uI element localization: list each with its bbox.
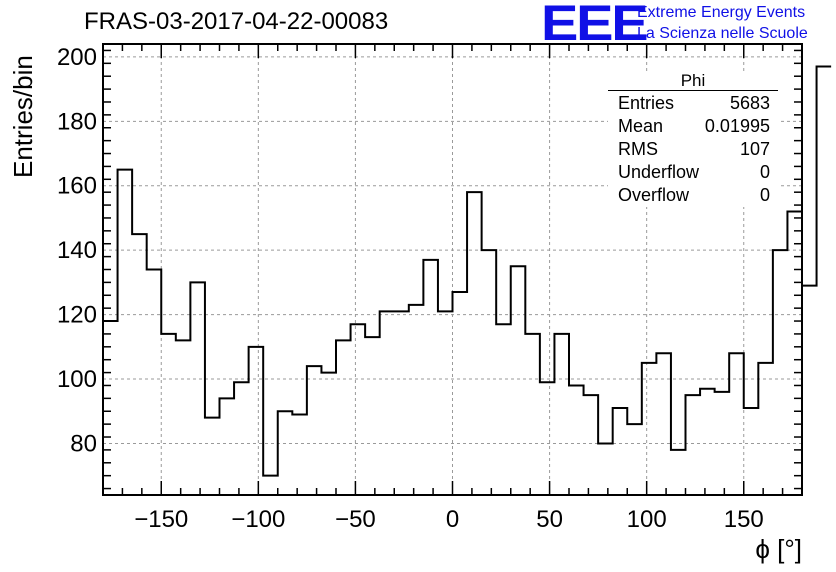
x-tick-label: 50 (536, 506, 563, 533)
y-axis-ticks (103, 49, 802, 490)
histogram-bin (598, 443, 613, 495)
histogram-bin (278, 411, 293, 495)
histogram-bin (161, 334, 176, 495)
histogram-bin (453, 292, 468, 495)
histogram-bin (321, 373, 336, 495)
x-tick-label: 150 (724, 506, 764, 533)
y-tick-label: 80 (70, 430, 97, 457)
histogram-bin (787, 212, 802, 495)
histogram-bin (525, 334, 540, 495)
histogram-series-line (103, 65, 832, 477)
histogram-bin (292, 414, 307, 495)
stats-row-entries: Entries 5683 (608, 92, 778, 115)
x-tick-label: −50 (335, 506, 376, 533)
histogram-bin (613, 408, 628, 495)
stats-label: RMS (618, 139, 658, 159)
y-tick-label: 160 (57, 173, 97, 200)
histogram-bin (700, 389, 715, 495)
stats-label: Mean (618, 116, 664, 136)
x-axis-label: ϕ [°] (755, 534, 802, 564)
histogram-bin (380, 311, 395, 495)
y-tick-label: 180 (57, 108, 97, 135)
stats-value: 0 (759, 185, 770, 205)
histogram-bin (656, 353, 671, 495)
histogram-bin (263, 476, 278, 495)
y-tick-label: 140 (57, 237, 97, 264)
histogram-bin (336, 340, 351, 495)
histogram-bin (482, 250, 497, 495)
histogram-bin (671, 450, 686, 495)
eee-logo: EEE (541, 0, 649, 51)
histogram-bin (817, 67, 832, 495)
stats-row-rms: RMS 107 (608, 138, 778, 161)
histogram-bin (729, 353, 744, 495)
histogram-bin (511, 266, 526, 495)
y-tick-labels: 80 100 120 140 160 180 200 (57, 44, 97, 458)
stats-row-underflow: Underflow 0 (608, 161, 778, 184)
histogram-bin (351, 324, 366, 495)
histogram-bin (642, 363, 657, 495)
stats-value: 107 (739, 139, 770, 159)
histogram-bin (234, 382, 249, 495)
histogram-bin (715, 392, 730, 495)
y-axis-label: Entries/bin (8, 55, 38, 178)
stats-label: Entries (618, 93, 675, 113)
histogram-bin (249, 347, 264, 495)
histogram-bin (467, 192, 482, 495)
x-tick-label: −100 (231, 506, 285, 533)
histogram-bin (365, 337, 380, 495)
stats-row-mean: Mean 0.01995 (608, 115, 778, 138)
histogram-bin (132, 234, 147, 495)
histogram-bin (744, 408, 759, 495)
stats-label: Overflow (618, 185, 690, 205)
histogram-bin (176, 340, 191, 495)
histogram-bin (147, 270, 162, 496)
histogram-bin (758, 363, 773, 495)
histogram-bin (554, 334, 569, 495)
logo-line-1: Extreme Energy Events (637, 4, 806, 21)
stats-row-overflow: Overflow 0 (608, 184, 778, 207)
x-tick-label: 0 (446, 506, 459, 533)
histogram-bin (773, 250, 788, 495)
histogram-bin (118, 170, 133, 495)
x-tick-label: 100 (627, 506, 667, 533)
plot-frame (102, 43, 803, 496)
stats-value: 5683 (729, 93, 770, 113)
x-axis-ticks (102, 44, 803, 495)
histogram-bin (190, 282, 205, 495)
stats-box-title: Phi (608, 72, 778, 91)
histogram-bin (423, 260, 438, 495)
logo-line-2: La Scienza nelle Scuole (637, 25, 808, 42)
stats-label: Underflow (618, 162, 700, 182)
x-tick-label: −150 (134, 506, 188, 533)
y-tick-label: 200 (57, 44, 97, 71)
stats-value: 0 (759, 162, 770, 182)
stats-box: Phi Entries 5683 Mean 0.01995 RMS 107 Un… (608, 72, 778, 207)
x-tick-labels: −150 −100 −50 0 50 100 150 (134, 506, 764, 533)
histogram-bin (438, 311, 453, 495)
grid-lines (103, 44, 802, 495)
histogram-bin (220, 398, 235, 495)
histogram-bin (307, 366, 322, 495)
histogram-bin (103, 321, 118, 495)
histogram-bin (569, 385, 584, 495)
chart-title: FRAS-03-2017-04-22-00083 (84, 8, 389, 35)
stats-value: 0.01995 (704, 116, 770, 136)
y-tick-label: 100 (57, 366, 97, 393)
histogram-bin (496, 324, 511, 495)
histogram-bin (802, 286, 817, 495)
histogram-bin (540, 382, 555, 495)
histogram-bin (686, 395, 701, 495)
histogram-bin (394, 311, 409, 495)
histogram-bin (205, 418, 220, 495)
histogram-bin (409, 305, 424, 495)
y-tick-label: 120 (57, 302, 97, 329)
histogram-bin (584, 395, 599, 495)
histogram-bin (627, 424, 642, 495)
